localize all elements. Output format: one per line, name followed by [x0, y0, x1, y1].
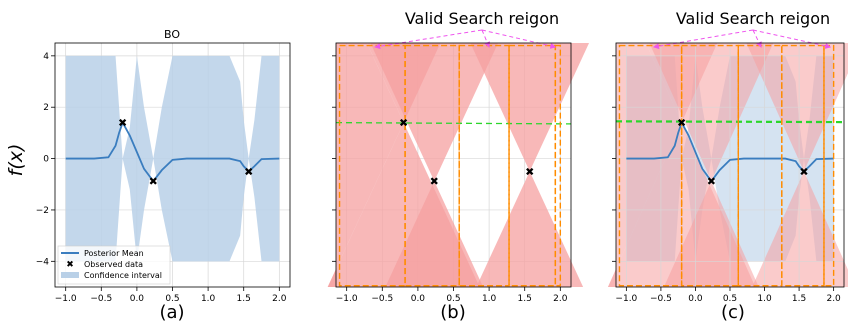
lower-cone — [476, 171, 584, 287]
x-tick-label: 0.5 — [165, 294, 179, 304]
x-tick-label: 1.0 — [757, 294, 772, 304]
panel-b-valid-regions — [338, 44, 562, 287]
lower-cone — [663, 181, 759, 287]
observed-point: ✖ — [118, 117, 127, 130]
panel-c-valid-regions — [618, 44, 835, 287]
upper-cone — [370, 43, 499, 182]
panel-c-ticks: −1.0 −0.5 0.0 0.5 1.0 1.5 2.0 — [612, 55, 841, 304]
panel-c-observed-points: ✖ ✖ ✖ — [677, 117, 809, 189]
x-tick-label: 2.0 — [553, 294, 568, 304]
panel-c-green-line — [615, 120, 845, 124]
panel-a-title: BO — [164, 28, 180, 41]
y-tick-label: −2 — [36, 206, 49, 216]
x-tick-label: 2.0 — [826, 294, 841, 304]
legend-observed-marker: ✖ — [66, 260, 74, 270]
x-tick-label: 1.0 — [482, 294, 497, 304]
upper-cone — [470, 43, 590, 172]
x-tick-label: −0.5 — [90, 294, 112, 304]
valid-region-box — [680, 44, 739, 287]
valid-region-box — [458, 44, 510, 287]
x-tick-label: 0.5 — [723, 294, 737, 304]
panel-b: Valid Search reigon ✖ ✖ ✖ −1.0 −0.5 0.0 0.5 1.… — [327, 9, 590, 323]
y-axis-label: f(x) — [5, 144, 27, 177]
annotation-arrow — [752, 29, 832, 49]
panel-b-observed-points: ✖ ✖ ✖ — [399, 117, 534, 189]
observed-point: ✖ — [707, 175, 716, 188]
y-tick-label: 4 — [43, 52, 49, 62]
observed-point: ✖ — [399, 117, 408, 130]
y-tick-label: 2 — [43, 103, 49, 113]
observed-points: ✖ ✖ ✖ — [118, 117, 253, 189]
panel-c-arrows — [653, 29, 832, 50]
observed-point: ✖ — [799, 165, 808, 178]
panel-c-annotation: Valid Search reigon — [676, 9, 830, 28]
posterior-mean-line — [65, 120, 280, 183]
best-value-line — [335, 121, 572, 125]
best-value-line — [615, 120, 845, 124]
x-tick-label: 1.5 — [518, 294, 532, 304]
x-tick-label: 1.5 — [237, 294, 251, 304]
panel-c: Valid Search reigon ✖ ✖ ✖ −1.0 −0.5 0.0 0.5 1.… — [607, 9, 848, 323]
legend-observed-label: Observed data — [84, 260, 143, 269]
x-tick-label: −1.0 — [336, 294, 358, 304]
panel-c-caption: (c) — [721, 302, 745, 323]
y-tick-label: −4 — [36, 257, 50, 267]
x-tick-label: 0.0 — [411, 294, 426, 304]
legend-band-swatch — [61, 272, 79, 278]
panel-a: BO f(x) ✖ ✖ ✖ −1.0 −0.5 0.0 0.5 1.0 1.5 2.0 −4 −2 0… — [5, 28, 291, 323]
posterior-mean-curve — [626, 120, 834, 183]
panel-b-arrows — [374, 29, 557, 50]
observed-point: ✖ — [149, 175, 158, 188]
y-tick-label: 0 — [43, 155, 49, 165]
annotation-arrow — [752, 29, 762, 48]
panel-b-annotation: Valid Search reigon — [405, 9, 559, 28]
observed-point: ✖ — [430, 175, 439, 188]
observed-point: ✖ — [525, 165, 534, 178]
annotation-arrow — [653, 29, 754, 50]
x-tick-label: 1.0 — [201, 294, 216, 304]
x-tick-label: 0.0 — [688, 294, 703, 304]
confidence-band-area — [65, 55, 280, 262]
x-tick-label: −0.5 — [650, 294, 672, 304]
observed-point: ✖ — [244, 165, 253, 178]
upper-cone — [649, 43, 774, 182]
confidence-band — [65, 55, 280, 262]
legend-mean-label: Posterior Mean — [84, 249, 144, 258]
panel-a-caption: (a) — [159, 302, 184, 323]
left-region — [327, 43, 404, 287]
panel-a-ticks: −1.0 −0.5 0.0 0.5 1.0 1.5 2.0 −4 −2 0 2 4 — [36, 52, 287, 304]
x-tick-label: 0.0 — [130, 294, 145, 304]
panel-c-mean-line — [626, 120, 834, 183]
legend: Posterior Mean ✖ Observed data Confidenc… — [57, 245, 171, 285]
panel-b-cones — [327, 43, 590, 287]
x-tick-label: −0.5 — [371, 294, 393, 304]
panel-b-caption: (b) — [440, 302, 465, 323]
legend-band-label: Confidence interval — [84, 271, 162, 280]
observed-point: ✖ — [677, 117, 686, 130]
x-tick-label: 0.5 — [446, 294, 460, 304]
x-tick-label: 1.5 — [792, 294, 806, 304]
panel-b-green-line — [335, 121, 572, 125]
annotation-arrow — [481, 29, 490, 48]
x-tick-label: 2.0 — [272, 294, 287, 304]
x-tick-label: −1.0 — [615, 294, 637, 304]
x-tick-label: −1.0 — [55, 294, 77, 304]
panel-b-ticks: −1.0 −0.5 0.0 0.5 1.0 1.5 2.0 — [332, 55, 568, 304]
posterior-mean-curve — [65, 120, 280, 183]
valid-region-box — [554, 44, 562, 287]
annotation-arrow — [481, 29, 557, 49]
